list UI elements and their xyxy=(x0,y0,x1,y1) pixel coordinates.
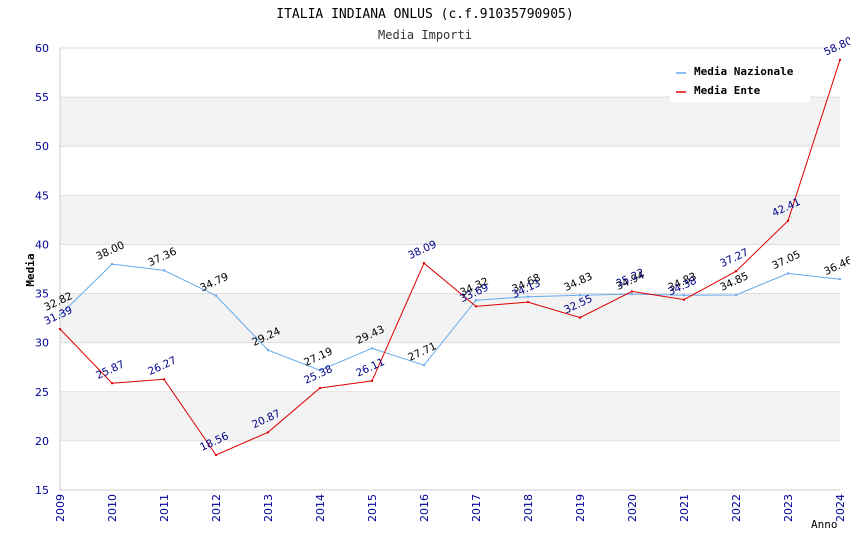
point-media-nazionale-2010 xyxy=(110,262,114,266)
band-30 xyxy=(60,293,840,343)
y-tick-55: 55 xyxy=(35,91,49,104)
point-media-nazionale-2016 xyxy=(422,363,426,367)
y-tick-15: 15 xyxy=(35,484,49,497)
x-tick-2023: 2023 xyxy=(782,494,795,522)
x-tick-2015: 2015 xyxy=(366,494,379,522)
point-media-nazionale-2020 xyxy=(630,292,634,296)
x-tick-2011: 2011 xyxy=(158,494,171,522)
band-50 xyxy=(60,97,840,147)
point-media-nazionale-2024 xyxy=(838,278,842,281)
data-label-media-ente-2022: 37.27 xyxy=(718,246,750,270)
point-media-ente-2024 xyxy=(838,58,842,61)
x-tick-2020: 2020 xyxy=(626,494,639,522)
legend-label-media-ente: Media Ente xyxy=(694,84,761,97)
point-media-ente-2016 xyxy=(422,262,426,265)
x-tick-2021: 2021 xyxy=(678,494,691,522)
point-media-ente-2013 xyxy=(266,431,270,434)
y-tick-60: 60 xyxy=(35,42,49,55)
point-media-nazionale-2023 xyxy=(786,272,790,275)
point-media-ente-2009 xyxy=(58,327,62,331)
point-media-nazionale-2011 xyxy=(162,269,166,272)
data-label-media-nazionale-2016: 27.71 xyxy=(406,340,438,364)
data-label-media-nazionale-2011: 37.36 xyxy=(146,245,179,269)
point-media-ente-2022 xyxy=(734,270,738,273)
y-tick-50: 50 xyxy=(35,140,49,153)
x-tick-2009: 2009 xyxy=(54,494,67,522)
point-media-nazionale-2021 xyxy=(682,294,686,297)
chart-subtitle: Media Importi xyxy=(378,28,472,42)
point-media-ente-2020 xyxy=(630,290,634,293)
legend-label-media-nazionale: Media Nazionale xyxy=(694,65,794,78)
y-tick-30: 30 xyxy=(35,337,49,350)
x-tick-2018: 2018 xyxy=(522,494,535,522)
data-label-media-nazionale-2022: 34.85 xyxy=(718,270,750,294)
y-tick-45: 45 xyxy=(35,189,49,202)
y-tick-labels: 15 20 25 30 35 40 45 50 55 60 xyxy=(35,42,49,497)
point-media-nazionale-2015 xyxy=(370,347,374,350)
x-tick-2012: 2012 xyxy=(210,494,223,522)
point-media-ente-2010 xyxy=(110,382,114,385)
x-tick-2019: 2019 xyxy=(574,494,587,522)
axes xyxy=(59,48,840,491)
point-media-nazionale-2019 xyxy=(578,294,582,297)
point-media-ente-2019 xyxy=(578,316,582,319)
point-media-ente-2012 xyxy=(214,453,218,457)
legend: Media Nazionale Media Ente xyxy=(670,60,810,102)
x-tick-2024: 2024 xyxy=(834,494,847,522)
point-media-ente-2023 xyxy=(786,219,790,222)
x-tick-2017: 2017 xyxy=(470,494,483,522)
band-20 xyxy=(60,391,840,441)
data-label-media-nazionale-2023: 37.05 xyxy=(770,249,802,273)
x-tick-2010: 2010 xyxy=(106,494,119,522)
data-label-media-nazionale-2012: 34.79 xyxy=(198,271,230,295)
plot-bands xyxy=(60,97,840,441)
data-label-media-ente-2015: 26.11 xyxy=(354,356,386,380)
point-media-nazionale-2018 xyxy=(526,295,530,298)
point-media-ente-2017 xyxy=(474,305,478,308)
y-tick-20: 20 xyxy=(35,435,49,448)
point-media-ente-2021 xyxy=(682,298,686,301)
band-40 xyxy=(60,195,840,245)
y-axis-title: Media xyxy=(24,253,37,286)
x-tick-2016: 2016 xyxy=(418,494,431,522)
y-tick-40: 40 xyxy=(35,238,49,251)
legend-box xyxy=(670,60,810,102)
data-label-media-nazionale-2019: 34.83 xyxy=(562,270,594,294)
point-media-ente-2014 xyxy=(318,386,322,390)
point-media-ente-2015 xyxy=(370,379,374,383)
x-tick-2014: 2014 xyxy=(314,494,327,522)
x-tick-2013: 2013 xyxy=(262,494,275,522)
series-line-media-nazionale xyxy=(59,263,841,371)
data-label-media-ente-2011: 26.27 xyxy=(146,354,178,378)
point-media-ente-2011 xyxy=(162,378,166,381)
point-media-nazionale-2012 xyxy=(214,294,218,297)
point-media-nazionale-2009 xyxy=(58,313,62,317)
data-label-media-ente-2010: 25.87 xyxy=(94,358,126,382)
point-media-ente-2018 xyxy=(526,300,530,304)
point-media-nazionale-2014 xyxy=(318,369,322,372)
chart-title: ITALIA INDIANA ONLUS (c.f.91035790905) xyxy=(276,7,573,22)
y-tick-25: 25 xyxy=(35,386,49,399)
point-media-nazionale-2022 xyxy=(734,293,738,297)
x-axis-title: Anno xyxy=(811,518,838,531)
point-media-nazionale-2017 xyxy=(474,299,478,302)
y-tick-35: 35 xyxy=(35,288,49,301)
data-label-media-ente-2024: 58.80 xyxy=(822,35,850,59)
series-line-media-ente xyxy=(59,59,841,456)
series-lines xyxy=(58,58,842,457)
x-tick-labels: 2009 2010 2011 2012 2013 2014 2015 2016 2017 2018… xyxy=(54,494,847,522)
data-label-media-nazionale-2024: 36.46 xyxy=(822,254,850,278)
point-media-nazionale-2013 xyxy=(266,348,270,352)
x-tick-2022: 2022 xyxy=(730,494,743,522)
